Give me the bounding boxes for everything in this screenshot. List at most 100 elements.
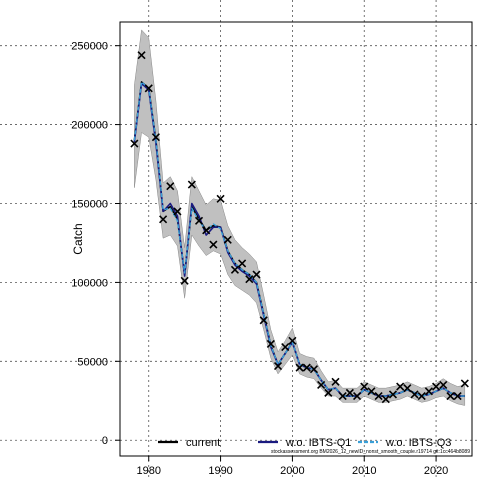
observation-marker — [288, 336, 297, 345]
marker-stroke — [439, 380, 448, 390]
observation-marker — [302, 363, 311, 372]
marker-stroke — [352, 391, 362, 401]
observation-marker — [295, 363, 304, 372]
observation-marker — [417, 391, 426, 401]
marker-stroke — [159, 215, 168, 224]
observation-marker — [259, 316, 268, 325]
observation-marker — [281, 343, 290, 352]
legend-label-2: w.o. IBTS-Q1 — [285, 437, 351, 449]
observation-marker — [338, 391, 347, 401]
x-tick-label: 1990 — [208, 465, 232, 477]
y-tick-label: 0 — [102, 435, 108, 447]
marker-stroke — [281, 343, 290, 352]
x-tick-label: 2010 — [352, 465, 376, 477]
marker-stroke — [151, 133, 160, 142]
observation-marker — [381, 395, 390, 404]
marker-stroke — [424, 387, 433, 396]
y-tick-label: 250000 — [71, 41, 108, 53]
marker-stroke — [453, 391, 462, 401]
y-tick-label: 100000 — [71, 277, 108, 289]
series-line-2 — [133, 82, 465, 397]
observation-marker — [345, 388, 354, 397]
series-line-1 — [133, 81, 465, 397]
marker-stroke — [338, 391, 347, 401]
footnote: stockassessment.org BM2026_12_newID_nons… — [271, 449, 470, 455]
marker-stroke — [245, 275, 254, 284]
marker-stroke — [288, 336, 297, 345]
marker-stroke — [194, 216, 204, 225]
y-tick-label: 50000 — [77, 356, 108, 368]
observation-marker — [424, 387, 433, 396]
legend-label-1: current — [186, 437, 220, 449]
observation-marker — [180, 276, 189, 285]
observation-markers — [130, 51, 469, 404]
observation-marker — [252, 270, 261, 279]
marker-stroke — [317, 380, 326, 390]
marker-stroke — [173, 207, 182, 216]
marker-stroke — [187, 180, 196, 189]
confidence-band — [134, 29, 466, 406]
observation-marker — [144, 84, 153, 93]
observation-marker — [137, 51, 146, 60]
marker-stroke — [273, 361, 283, 371]
observation-marker — [374, 391, 383, 401]
legend-label-3: w.o. IBTS-Q3 — [385, 437, 451, 449]
marker-stroke — [137, 51, 146, 60]
marker-stroke — [202, 226, 211, 235]
marker-stroke — [381, 395, 390, 404]
observation-marker — [194, 216, 204, 225]
axes: 1980 1990 2000 2010 2020 0 50000 100000 150000 20… — [71, 41, 448, 477]
marker-stroke — [410, 390, 419, 399]
observation-marker — [396, 382, 405, 391]
confidence-band-area — [134, 29, 466, 406]
marker-stroke — [238, 259, 247, 268]
observation-marker — [331, 377, 340, 386]
observation-marker — [245, 275, 254, 284]
observation-marker — [266, 339, 275, 349]
marker-stroke — [446, 391, 455, 401]
marker-stroke — [252, 270, 261, 279]
y-tick-label: 150000 — [71, 198, 108, 210]
observation-marker — [187, 180, 196, 189]
marker-stroke — [180, 276, 189, 285]
observation-marker — [159, 215, 168, 224]
series-lines — [133, 81, 465, 397]
observation-marker — [360, 382, 369, 391]
marker-stroke — [360, 382, 369, 391]
observation-marker — [439, 380, 448, 390]
observation-marker — [238, 259, 247, 268]
observation-marker — [151, 133, 160, 142]
marker-stroke — [216, 194, 225, 203]
observation-marker — [202, 226, 211, 235]
marker-stroke — [266, 339, 275, 349]
marker-stroke — [396, 382, 405, 391]
series-line-3 — [133, 81, 465, 397]
observation-marker — [352, 391, 362, 401]
observation-marker — [403, 384, 412, 393]
plot-frame — [119, 21, 473, 457]
legend: current w.o. IBTS-Q1 w.o. IBTS-Q3 — [158, 437, 451, 449]
observation-marker — [453, 391, 462, 401]
marker-stroke — [374, 391, 383, 401]
y-axis-title: Catch — [71, 223, 85, 254]
marker-stroke — [223, 235, 232, 244]
observation-marker — [309, 365, 319, 374]
y-tick-label: 200000 — [71, 120, 108, 132]
marker-stroke — [130, 139, 139, 148]
observation-marker — [173, 207, 182, 216]
marker-stroke — [388, 390, 398, 399]
observation-marker — [273, 361, 283, 371]
marker-stroke — [259, 316, 268, 325]
observation-marker — [166, 182, 175, 191]
marker-stroke — [144, 84, 153, 93]
marker-stroke — [309, 365, 319, 374]
marker-stroke — [460, 379, 469, 388]
marker-stroke — [295, 363, 304, 372]
marker-stroke — [417, 391, 426, 401]
observation-marker — [216, 194, 225, 203]
observation-marker — [324, 388, 333, 397]
marker-stroke — [403, 384, 412, 393]
x-tick-label: 2000 — [280, 465, 304, 477]
marker-stroke — [345, 388, 354, 397]
